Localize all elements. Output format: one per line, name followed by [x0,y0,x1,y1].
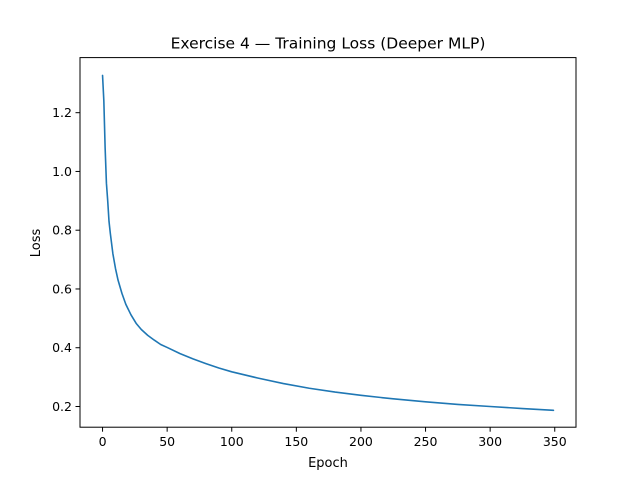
y-tick-label: 0.4 [52,340,72,355]
plot-area [80,57,576,428]
x-tick-label: 300 [478,434,502,449]
x-tick-label: 0 [99,434,107,449]
y-tick-label: 0.6 [52,281,72,296]
axes-frame [79,57,577,428]
series-lines [101,74,555,412]
x-tick-label: 100 [220,434,244,449]
x-tick-label: 350 [543,434,567,449]
loss-series-line [101,74,555,412]
y-axis-label: Loss [29,229,44,258]
plot-background [80,57,576,428]
y-tick-label: 1.2 [52,105,72,120]
chart-title: Exercise 4 — Training Loss (Deeper MLP) [171,35,486,53]
y-axis-ticks: 0.2 0.4 0.6 0.8 1.0 1.2 [52,105,80,414]
y-tick-label: 1.0 [52,164,72,179]
x-axis-label: Epoch [308,456,348,471]
x-tick-label: 150 [284,434,308,449]
x-tick-label: 50 [159,434,175,449]
y-tick-label: 0.8 [52,223,72,238]
x-tick-label: 200 [349,434,373,449]
x-axis-ticks: 0 50 100 150 200 250 300 350 [99,427,567,449]
x-tick-label: 250 [414,434,438,449]
y-tick-label: 0.2 [52,399,72,414]
